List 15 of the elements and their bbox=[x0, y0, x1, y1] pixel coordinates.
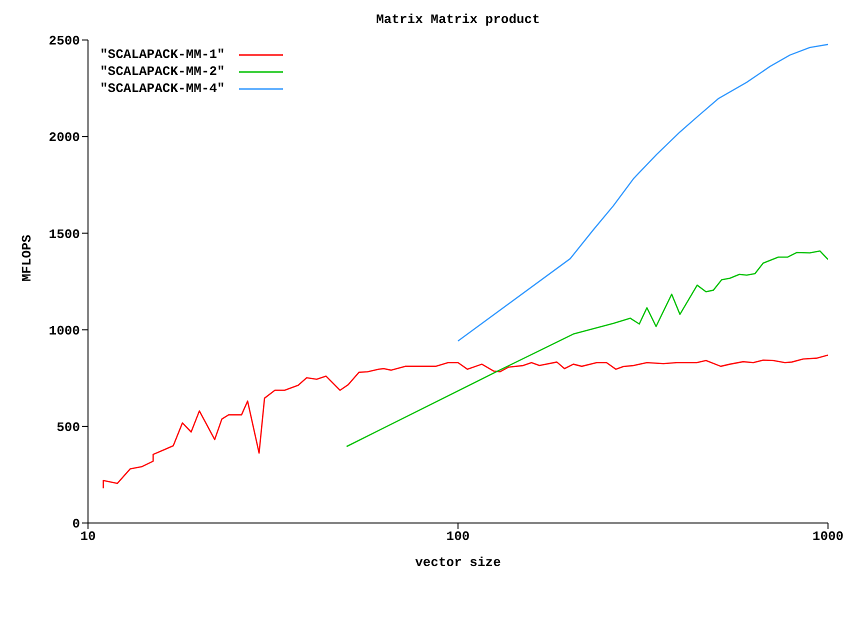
chart-title: Matrix Matrix product bbox=[375, 12, 541, 27]
y-tick-label: 0 bbox=[72, 516, 80, 532]
x-axis-title: vector size bbox=[415, 555, 502, 570]
y-tick-label: 2000 bbox=[48, 130, 80, 146]
x-tick-label: 100 bbox=[446, 529, 470, 544]
x-tick-label: 1000 bbox=[812, 529, 844, 544]
y-tick-label: 2500 bbox=[48, 34, 80, 49]
y-tick-label: 1500 bbox=[48, 226, 80, 242]
legend-label: "SCALAPACK-MM-2" bbox=[100, 63, 225, 80]
y-tick-label: 500 bbox=[56, 420, 80, 436]
legend-label: "SCALAPACK-MM-4" bbox=[100, 80, 225, 97]
y-tick-label: 1000 bbox=[48, 323, 80, 338]
legend-label: "SCALAPACK-MM-1" bbox=[100, 46, 225, 63]
x-tick-label: 10 bbox=[80, 529, 96, 544]
y-axis-title: MFLOPS bbox=[20, 234, 35, 282]
